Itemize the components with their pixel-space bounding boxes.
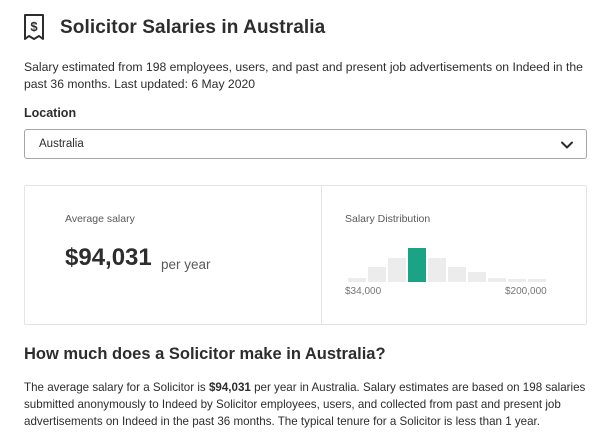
page-title: Solicitor Salaries in Australia	[60, 17, 326, 38]
salary-distribution-chart	[345, 238, 549, 282]
distribution-bar-active	[408, 248, 426, 282]
salary-period: per year	[161, 257, 211, 272]
distribution-max-label: $200,000	[505, 286, 547, 297]
average-salary-label: Average salary	[65, 213, 135, 225]
average-salary-value: $94,031	[65, 244, 152, 271]
faq-answer-salary: $94,031	[208, 381, 251, 394]
salary-estimate-note: Salary estimated from 198 employees, use…	[24, 60, 583, 91]
location-label: Location	[24, 106, 77, 120]
faq-answer-prefix: The average salary for a Solicitor is	[24, 381, 209, 394]
location-select[interactable]: Australia	[24, 129, 587, 159]
distribution-min-label: $34,000	[345, 286, 382, 297]
salary-document-icon: $	[24, 14, 44, 42]
page-header: $ Solicitor Salaries in Australia	[24, 12, 325, 44]
distribution-bar	[448, 267, 466, 282]
salary-distribution-label: Salary Distribution	[345, 213, 431, 225]
card-divider	[321, 186, 322, 324]
distribution-bar	[528, 279, 546, 282]
faq-answer-suffix: per year in Australia. Salary estimates …	[24, 381, 586, 428]
location-selected-value: Australia	[39, 138, 84, 150]
distribution-bar	[428, 258, 446, 282]
salary-summary-card: Average salary $94,031 per year Salary D…	[24, 185, 587, 325]
distribution-bar	[388, 258, 406, 282]
distribution-bar	[508, 279, 526, 282]
distribution-bar	[348, 278, 366, 282]
distribution-bar	[488, 278, 506, 282]
faq-answer: The average salary for a Solicitor is $9…	[24, 379, 590, 430]
svg-text:$: $	[30, 19, 38, 34]
faq-heading: How much does a Solicitor make in Austra…	[24, 345, 386, 363]
chevron-down-icon	[561, 141, 573, 149]
distribution-bar	[368, 267, 386, 282]
distribution-bar	[468, 272, 486, 282]
